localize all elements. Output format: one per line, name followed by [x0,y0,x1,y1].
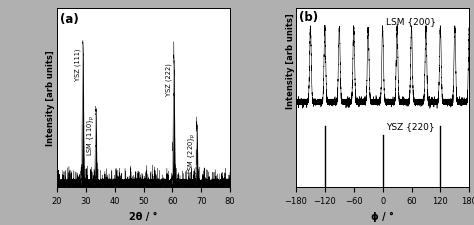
Text: LSM {110}$_p$: LSM {110}$_p$ [85,114,97,155]
X-axis label: ϕ / °: ϕ / ° [371,211,394,221]
Text: YSZ {220}: YSZ {220} [386,121,435,130]
Text: (a): (a) [60,13,79,25]
Text: YSZ (111): YSZ (111) [75,48,81,81]
Y-axis label: Intensity [arb units]: Intensity [arb units] [46,50,55,146]
Text: LSM {220}$_p$: LSM {220}$_p$ [186,131,198,173]
Y-axis label: Intensity [arb units]: Intensity [arb units] [286,13,295,108]
X-axis label: 2θ / °: 2θ / ° [129,211,158,221]
Text: LSM {200}: LSM {200} [386,17,436,26]
Text: YSZ (222): YSZ (222) [166,63,172,96]
Text: (b): (b) [300,11,319,24]
